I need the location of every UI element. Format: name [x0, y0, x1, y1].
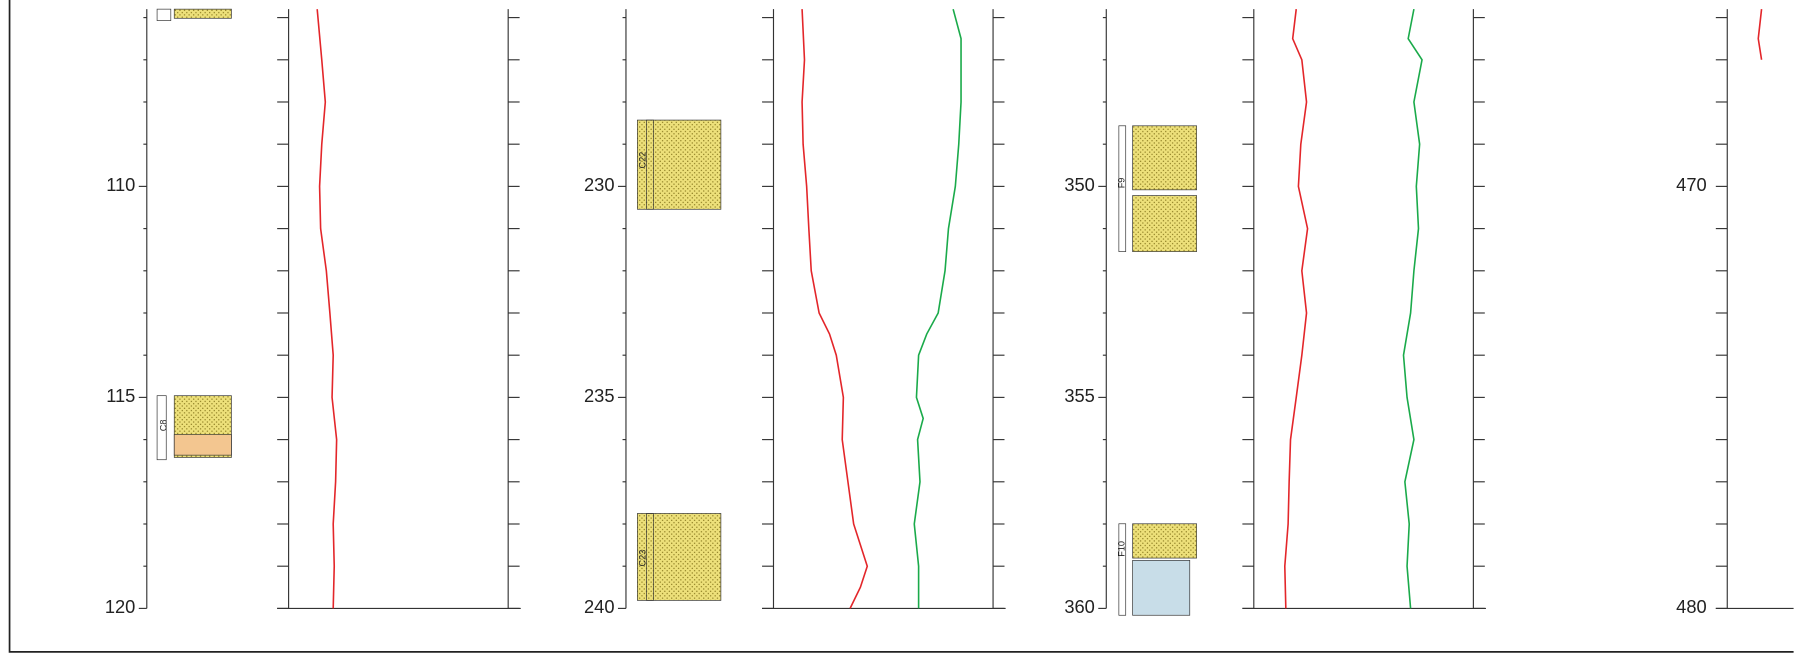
- lithology-column: [156, 8, 1197, 616]
- depth-label: 115: [106, 385, 135, 406]
- depth-label: 480: [1676, 596, 1707, 617]
- depth-label: 120: [105, 596, 136, 617]
- lithology-label: F9: [1117, 178, 1127, 189]
- log-curve: [1283, 9, 1309, 609]
- frame: [8, 0, 1794, 653]
- depth-label: 230: [584, 174, 615, 195]
- log-curve: [1757, 9, 1763, 60]
- depth-label: 240: [584, 596, 615, 617]
- log-curve: [1402, 8, 1423, 609]
- log-curve: [316, 9, 338, 609]
- lithology-label: C8: [158, 420, 168, 432]
- depth-label: 235: [584, 385, 615, 406]
- depth-label: 350: [1064, 174, 1095, 195]
- lithology-label: F10: [1117, 541, 1127, 557]
- depth-label: 470: [1676, 174, 1707, 195]
- depth-label: 110: [106, 174, 135, 195]
- lithology-label: C23: [638, 550, 648, 567]
- depth-label: 355: [1064, 385, 1095, 406]
- log-curve: [913, 8, 962, 609]
- log-curve: [801, 9, 869, 609]
- depth-label: 360: [1064, 596, 1095, 617]
- lithology-label: C22: [638, 152, 648, 169]
